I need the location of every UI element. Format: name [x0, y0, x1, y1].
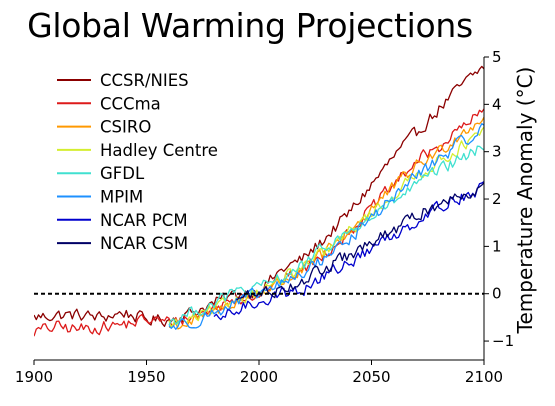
series-line-ncar-pcm [213, 181, 484, 321]
y-tick-label: −1 [492, 332, 514, 350]
legend-label: GFDL [100, 164, 145, 183]
y-tick-label: 2 [492, 190, 502, 208]
series-layer [34, 65, 484, 337]
y-tick-label: 4 [492, 95, 502, 113]
chart-title: Global Warming Projections [27, 6, 473, 45]
legend-label: NCAR PCM [100, 211, 188, 230]
y-tick-label: 5 [492, 48, 502, 66]
legend-label: MPIM [100, 188, 143, 207]
legend-label: CCSR/NIES [100, 71, 189, 90]
legend-label: CSIRO [100, 118, 151, 137]
series-line-gfdl [168, 145, 484, 326]
y-tick-label: 3 [492, 143, 502, 161]
y-tick-label: 1 [492, 237, 502, 255]
x-tick-label: 2000 [240, 368, 278, 386]
y-axis-label: Temperature Anomaly (°C) [513, 67, 537, 335]
series-line-cccma [34, 108, 484, 337]
series-line-hadley-centre [168, 126, 484, 329]
x-tick-label: 2050 [352, 368, 390, 386]
y-tick-label: 0 [492, 285, 502, 303]
axes-layer: 1900 1950 2000 2050 2100 −1 0 1 2 3 4 5 [15, 48, 514, 386]
x-tick-label: 1900 [15, 368, 53, 386]
x-tick-label: 2100 [465, 368, 503, 386]
legend: CCSR/NIES CCCma CSIRO Hadley Centre GFDL MPIM… [57, 71, 218, 253]
legend-label: Hadley Centre [100, 141, 218, 160]
legend-label: CCCma [100, 94, 161, 113]
legend-label: NCAR CSM [100, 234, 188, 253]
series-line-ncar-csm [236, 182, 484, 301]
series-line-mpim [168, 123, 484, 330]
x-tick-label: 1950 [127, 368, 165, 386]
